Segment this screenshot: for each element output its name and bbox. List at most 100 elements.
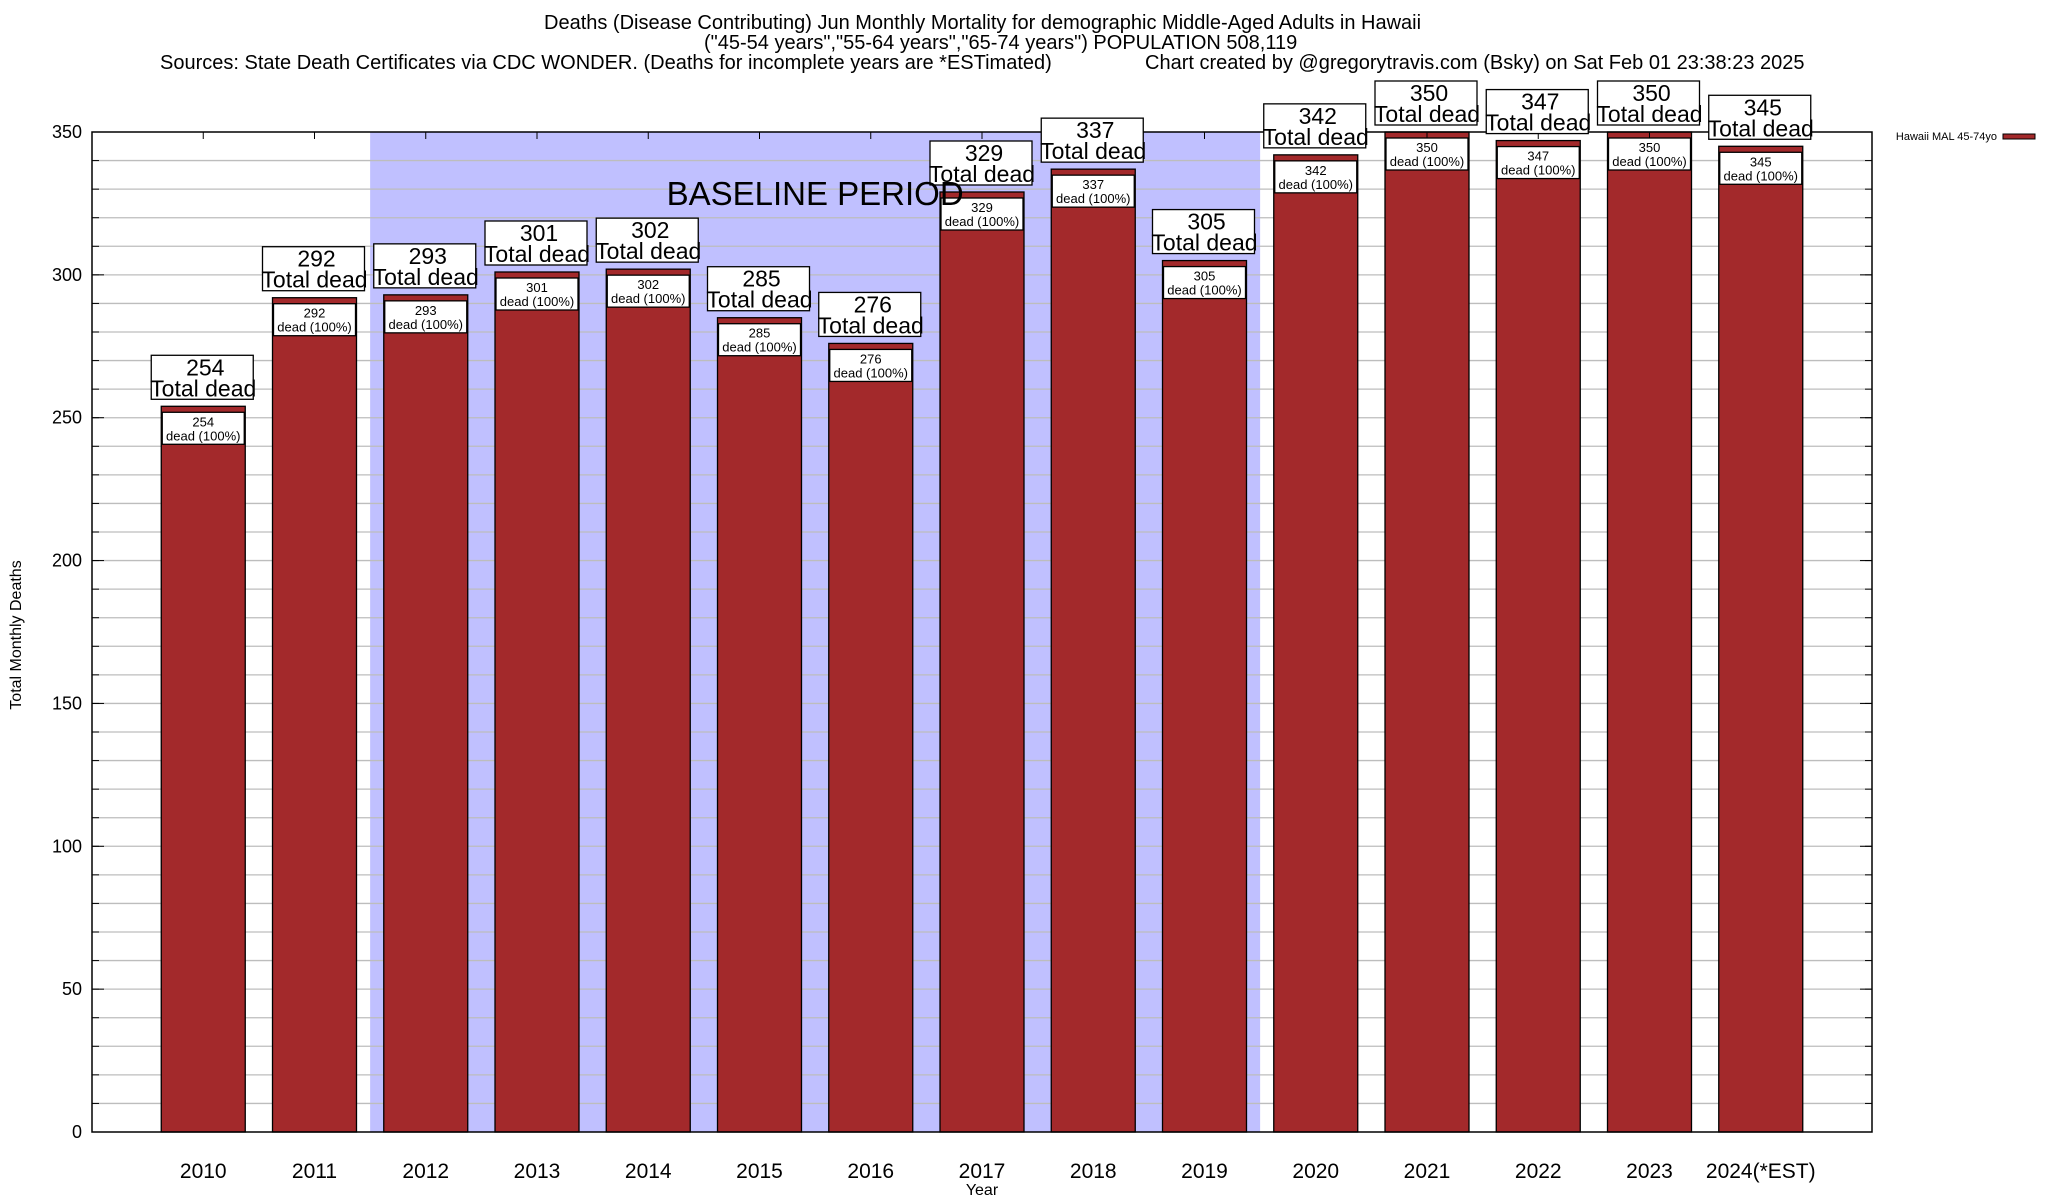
bar — [1050, 168, 1136, 1133]
inner-annotation-value: 329 — [971, 200, 993, 215]
bar — [828, 342, 914, 1133]
bar — [716, 317, 803, 1133]
inner-annotation-value: 345 — [1750, 154, 1772, 169]
inner-annotation-value: 276 — [860, 351, 882, 366]
total-annotation-text: Total dead — [1040, 138, 1146, 164]
inner-annotation-text: dead (100%) — [945, 214, 1019, 229]
total-annotation-text: Total dead — [150, 375, 256, 401]
inner-annotation-box — [161, 411, 245, 445]
inner-annotation-value: 302 — [637, 277, 659, 292]
chart-subtitle: ("45-54 years","55-64 years","65-74 year… — [704, 32, 1298, 54]
total-annotation-box — [1151, 208, 1256, 255]
x-tick-label: 2015 — [736, 1160, 783, 1183]
inner-annotation-text: dead (100%) — [722, 340, 796, 355]
x-tick-label: 2013 — [514, 1160, 561, 1183]
inner-annotation-value: 292 — [304, 306, 326, 321]
x-tick-label: 2021 — [1404, 1160, 1451, 1183]
y-tick-label: 250 — [52, 408, 82, 428]
total-annotation-value: 329 — [965, 140, 1003, 166]
total-annotation-value: 276 — [854, 291, 892, 317]
total-annotation-text: Total dead — [706, 287, 812, 313]
bar — [1495, 139, 1581, 1133]
bar — [1718, 145, 1804, 1133]
inner-annotation-value: 285 — [749, 326, 771, 341]
inner-annotation-value: 301 — [526, 280, 548, 295]
total-annotation-value: 345 — [1744, 94, 1782, 120]
inner-annotation-text: dead (100%) — [1056, 191, 1130, 206]
bar — [1384, 131, 1470, 1133]
bar — [1606, 131, 1693, 1133]
inner-annotation-value: 350 — [1416, 140, 1438, 155]
total-annotation-text: Total dead — [1708, 115, 1814, 141]
x-tick-label: 2017 — [959, 1160, 1006, 1183]
total-annotation-box — [1485, 88, 1589, 135]
total-annotation-box — [595, 217, 699, 263]
inner-annotation-box — [717, 323, 802, 357]
inner-annotation-value: 293 — [415, 303, 437, 318]
bar — [605, 268, 691, 1133]
total-annotation-box — [1596, 80, 1701, 126]
total-annotation-value: 342 — [1299, 103, 1337, 129]
total-annotation-box — [818, 291, 922, 338]
x-tick-label: 2016 — [847, 1160, 894, 1183]
total-annotation-text: Total dead — [1374, 101, 1480, 127]
total-annotation-box — [1263, 103, 1367, 149]
inner-annotation-value: 254 — [192, 414, 214, 429]
x-tick-label: 2012 — [402, 1160, 449, 1183]
total-annotation-text: Total dead — [1485, 110, 1591, 136]
inner-annotation-value: 342 — [1305, 163, 1327, 178]
bar — [160, 405, 246, 1133]
inner-annotation-text: dead (100%) — [834, 365, 908, 380]
credit-note: Chart created by @gregorytravis.com (Bsk… — [1145, 52, 1805, 74]
total-annotation-text: Total dead — [1596, 101, 1702, 127]
total-annotation-value: 254 — [186, 354, 225, 380]
axis-ticks: 0 50 100 150 200 250 300 350 2010 2011 2012 2013 201… — [52, 122, 1872, 1183]
total-annotation-text: Total dead — [484, 241, 590, 267]
x-tick-label: 2014 — [625, 1160, 672, 1183]
total-annotation-text: Total dead — [373, 264, 479, 290]
total-annotation-text: Total dead — [1151, 230, 1257, 256]
inner-annotation-value: 347 — [1527, 149, 1549, 164]
inner-annotation-text: dead (100%) — [1390, 154, 1464, 169]
y-tick-label: 200 — [52, 551, 82, 571]
total-annotation-value: 302 — [631, 217, 669, 243]
legend-swatch — [2002, 133, 2036, 140]
total-annotation-box — [706, 266, 811, 312]
inner-annotation-box — [495, 277, 579, 311]
inner-annotation-box — [1162, 265, 1247, 300]
total-annotation-value: 292 — [297, 246, 335, 272]
y-tick-label: 350 — [52, 122, 82, 142]
baseline-period-label: BASELINE PERIOD — [667, 175, 964, 212]
inner-annotation-box — [1496, 145, 1580, 180]
total-annotation-text: Total dead — [929, 161, 1035, 187]
total-annotation-value: 350 — [1410, 80, 1448, 106]
inner-annotation-box — [1385, 137, 1469, 171]
total-annotation-value: 285 — [742, 266, 780, 292]
inner-annotation-box — [272, 303, 357, 337]
total-annotation-value: 301 — [520, 220, 558, 246]
inner-annotation-text: dead (100%) — [611, 291, 685, 306]
total-annotation-box — [1040, 117, 1144, 163]
x-tick-label: 2011 — [292, 1160, 337, 1183]
total-annotation-value: 347 — [1521, 89, 1559, 115]
inner-annotation-box — [606, 274, 690, 308]
y-tick-label: 50 — [62, 979, 82, 999]
bar — [494, 271, 580, 1133]
inner-annotation-text: dead (100%) — [389, 317, 463, 332]
